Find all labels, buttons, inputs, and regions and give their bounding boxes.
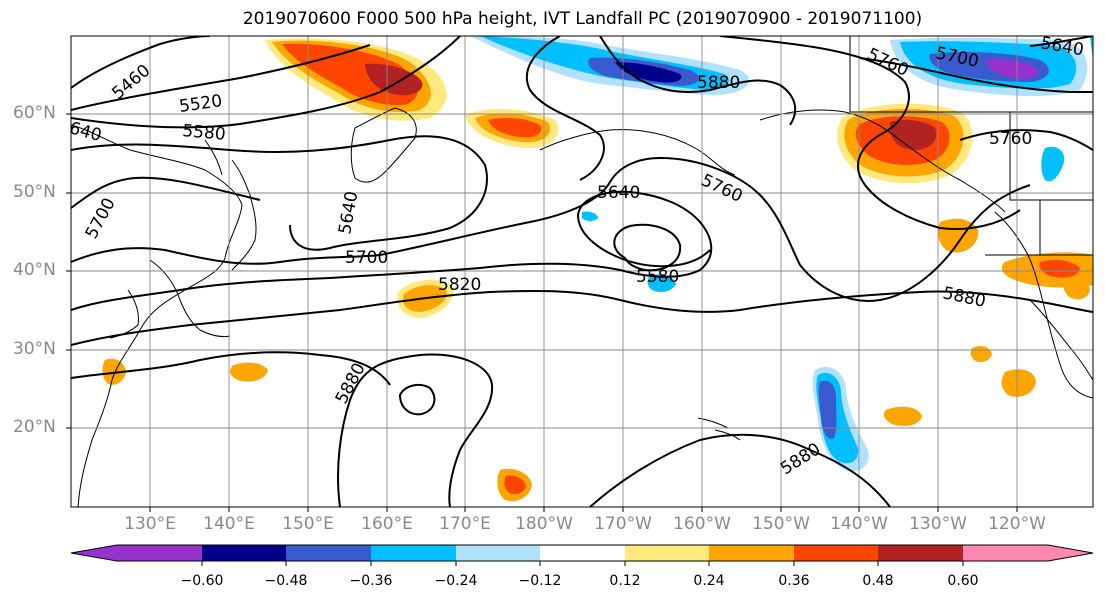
lon-label: 130°W [909, 514, 967, 534]
colorbar-segment [202, 545, 286, 561]
contour-label: 5820 [438, 275, 481, 295]
lon-label: 150°E [282, 514, 334, 534]
contour-label: 5700 [345, 248, 388, 268]
lon-label: 140°E [203, 514, 255, 534]
lon-label: 160°W [673, 514, 731, 534]
lat-label: 20°N [13, 417, 56, 437]
colorbar-tick-label: −0.36 [349, 573, 393, 589]
colorbar-tick-label: −0.60 [180, 573, 224, 589]
lon-label: 140°W [830, 514, 888, 534]
colorbar-segment [878, 545, 963, 561]
colorbar-segment [540, 545, 625, 561]
colorbar-segment [286, 545, 371, 561]
axis-ticks [66, 113, 1018, 512]
lon-label: 160°E [361, 514, 413, 534]
colorbar-segment [963, 545, 1048, 561]
colorbar-outline [70, 544, 1094, 562]
lat-label: 60°N [13, 103, 56, 123]
ivt-shading [102, 36, 1093, 502]
colorbar-tick-label: 0.24 [693, 573, 725, 589]
figure-title: 2019070600 F000 500 hPa height, IVT Land… [242, 9, 923, 29]
contour-label: 5760 [989, 129, 1032, 149]
lat-label: 30°N [13, 339, 56, 359]
lon-label: 170°E [439, 514, 491, 534]
colorbar-tick-label: 0.12 [609, 573, 641, 589]
colorbar-segment [117, 545, 202, 561]
height-contours [71, 36, 1093, 507]
colorbar-segment [371, 545, 456, 561]
colorbar-segment [456, 545, 540, 561]
lon-label: 130°E [124, 514, 176, 534]
colorbar-tick-label: 0.48 [862, 573, 894, 589]
contour-label: 5640 [597, 183, 640, 203]
contour-label: 5580 [182, 121, 227, 145]
colorbar-segment [625, 545, 709, 561]
lon-label: 180°W [515, 514, 573, 534]
colorbar-tick-label: 0.60 [947, 573, 979, 589]
colorbar-tick-label: 0.36 [778, 573, 810, 589]
colorbar-tick-label: −0.48 [264, 573, 308, 589]
colorbar-segment [794, 545, 878, 561]
lat-label: 40°N [13, 260, 56, 280]
coastlines [71, 107, 1093, 507]
colorbar-extend-low [71, 545, 117, 561]
lon-label: 150°W [752, 514, 810, 534]
lon-label: 170°W [594, 514, 652, 534]
lon-label: 120°W [988, 514, 1046, 534]
contour-label: 5880 [697, 73, 740, 93]
lat-label: 50°N [13, 182, 56, 202]
contour-label: 5580 [636, 267, 679, 287]
colorbar [70, 544, 1094, 566]
colorbar-tick-label: −0.24 [434, 573, 478, 589]
lat-lon-grid [71, 36, 1093, 507]
colorbar-segment [709, 545, 794, 561]
colorbar-extend-high [1048, 545, 1093, 561]
colorbar-tick-label: −0.12 [518, 573, 562, 589]
boundaries [849, 36, 1093, 256]
